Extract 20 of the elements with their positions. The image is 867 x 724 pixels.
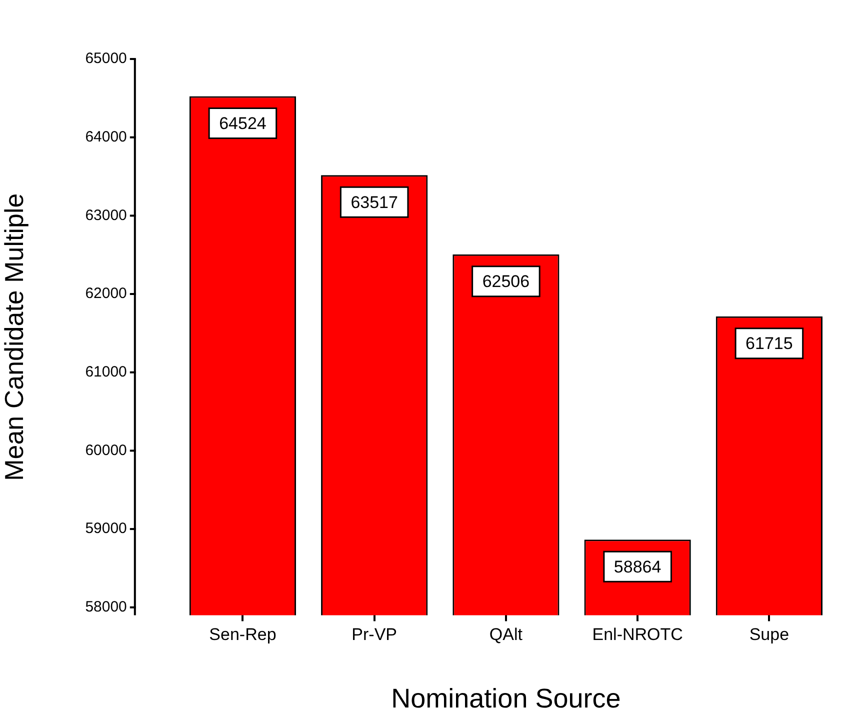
x-tick-label: Supe (749, 625, 790, 644)
data-label: 62506 (482, 272, 530, 292)
x-tick-label: Pr-VP (352, 625, 398, 644)
x-tick-label: Enl-NROTC (592, 625, 683, 644)
y-tick-label: 60000 (85, 442, 127, 459)
x-tick-label: QAlt (489, 625, 523, 644)
y-tick-label: 58000 (85, 598, 127, 616)
y-tick-label: 61000 (85, 363, 127, 380)
y-tick-label: 65000 (85, 50, 127, 68)
x-axis-title: Nomination Source (391, 683, 621, 714)
data-label: 63517 (350, 192, 398, 212)
data-label: 64524 (219, 114, 266, 133)
y-tick-label: 62000 (85, 285, 127, 302)
y-tick-label: 63000 (85, 206, 127, 224)
y-tick-label: 59000 (85, 520, 127, 538)
x-tick-label: Sen-Rep (209, 625, 276, 644)
y-axis-title: Mean Candidate Multiple (0, 193, 29, 481)
data-label: 58864 (614, 557, 662, 576)
y-tick-label: 64000 (85, 128, 127, 146)
data-label: 61715 (746, 334, 793, 354)
